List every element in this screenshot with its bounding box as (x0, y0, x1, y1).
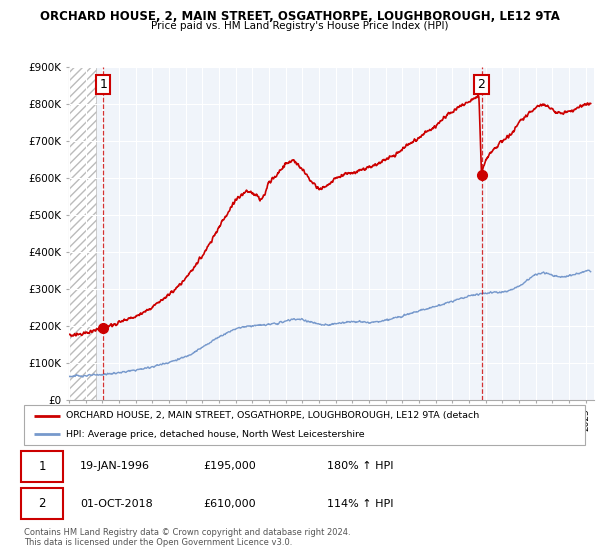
FancyBboxPatch shape (21, 488, 63, 519)
Text: 1: 1 (99, 78, 107, 91)
Text: 2: 2 (38, 497, 46, 510)
Text: ORCHARD HOUSE, 2, MAIN STREET, OSGATHORPE, LOUGHBOROUGH, LE12 9TA (detach: ORCHARD HOUSE, 2, MAIN STREET, OSGATHORP… (66, 411, 479, 420)
FancyBboxPatch shape (24, 405, 585, 445)
Text: 2: 2 (478, 78, 485, 91)
Text: 114% ↑ HPI: 114% ↑ HPI (327, 499, 394, 508)
Text: 01-OCT-2018: 01-OCT-2018 (80, 499, 153, 508)
FancyBboxPatch shape (21, 451, 63, 482)
Text: ORCHARD HOUSE, 2, MAIN STREET, OSGATHORPE, LOUGHBOROUGH, LE12 9TA: ORCHARD HOUSE, 2, MAIN STREET, OSGATHORP… (40, 10, 560, 23)
Text: Price paid vs. HM Land Registry's House Price Index (HPI): Price paid vs. HM Land Registry's House … (151, 21, 449, 31)
Text: £195,000: £195,000 (203, 461, 256, 471)
Text: HPI: Average price, detached house, North West Leicestershire: HPI: Average price, detached house, Nort… (66, 430, 365, 439)
Text: Contains HM Land Registry data © Crown copyright and database right 2024.
This d: Contains HM Land Registry data © Crown c… (24, 528, 350, 547)
Text: 1: 1 (38, 460, 46, 473)
Text: £610,000: £610,000 (203, 499, 256, 508)
Text: 180% ↑ HPI: 180% ↑ HPI (327, 461, 394, 471)
Text: 19-JAN-1996: 19-JAN-1996 (80, 461, 150, 471)
